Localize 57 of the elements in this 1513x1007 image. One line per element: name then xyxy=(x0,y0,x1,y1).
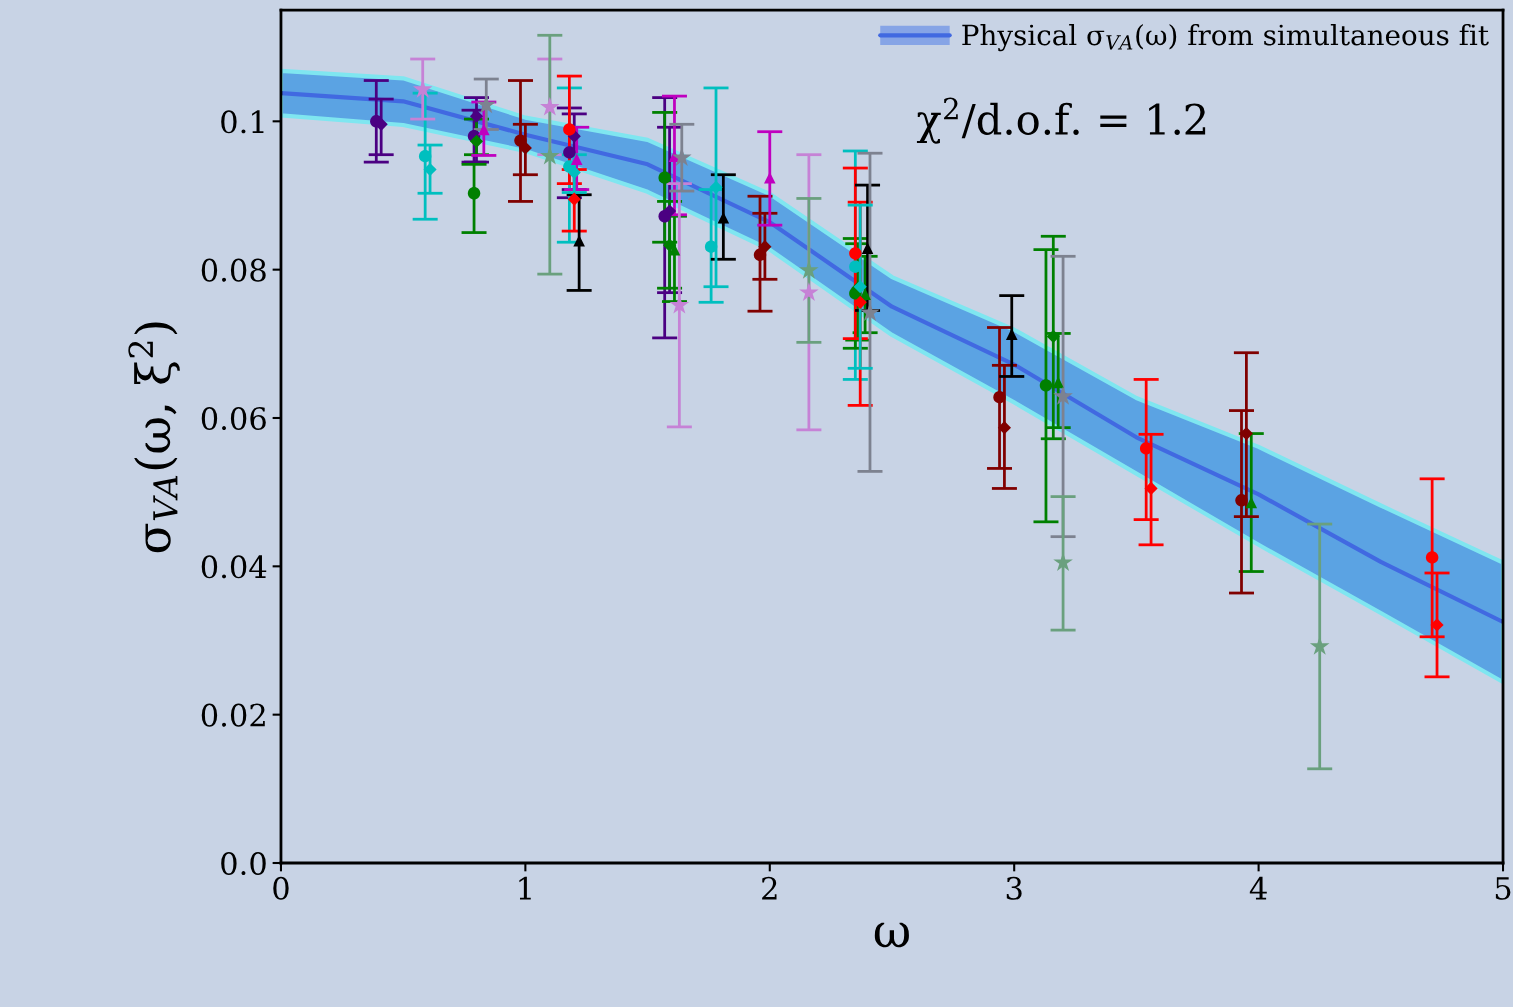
legend-label: Physical σ$_{VA}$(ω) from simultaneous fit xyxy=(962,23,1489,52)
point xyxy=(540,96,560,116)
point xyxy=(476,94,497,114)
point xyxy=(1046,329,1060,343)
point xyxy=(662,204,677,218)
y-tick-label: 0.02 xyxy=(201,703,265,727)
y-tick-label: 0.06 xyxy=(201,406,266,431)
point xyxy=(662,238,677,252)
x-tick-label: 3 xyxy=(1006,876,1022,900)
point xyxy=(1425,551,1439,564)
point xyxy=(753,248,767,262)
point xyxy=(1235,494,1248,507)
point xyxy=(1053,386,1073,405)
point xyxy=(423,162,437,177)
point xyxy=(709,180,723,194)
y-axis-title: σ$_{VA}$(ω, ξ$^{2}$) xyxy=(128,322,180,553)
point xyxy=(849,260,862,273)
point xyxy=(518,141,532,155)
point xyxy=(799,260,819,279)
y-tick-label: 0.04 xyxy=(201,555,267,579)
point xyxy=(567,165,581,180)
point xyxy=(467,187,481,200)
annotation: χ$^{2}$/d.o.f. = 1.2 xyxy=(916,97,1206,144)
point xyxy=(993,391,1006,404)
point xyxy=(1239,426,1253,441)
point xyxy=(853,295,867,309)
point xyxy=(1053,552,1073,571)
x-tick-label: 4 xyxy=(1249,876,1267,900)
point xyxy=(1430,618,1444,632)
x-tick-label: 2 xyxy=(762,876,777,900)
point xyxy=(1139,442,1153,455)
point xyxy=(469,109,484,123)
point xyxy=(658,171,671,184)
point xyxy=(412,79,433,98)
point xyxy=(861,242,874,254)
x-tick-label: 0 xyxy=(273,876,289,900)
y-tick-label: 0.08 xyxy=(201,258,266,282)
x-tick-label: 5 xyxy=(1495,877,1511,900)
point xyxy=(570,153,583,165)
point xyxy=(418,149,432,163)
y-tick-label: 0.1 xyxy=(221,110,264,134)
point xyxy=(799,282,819,301)
x-tick-label: 1 xyxy=(519,876,531,900)
point xyxy=(1039,379,1053,392)
point xyxy=(567,192,581,206)
point xyxy=(997,421,1012,435)
point xyxy=(469,134,484,148)
point xyxy=(849,247,862,260)
x-axis-title: ω xyxy=(874,922,909,948)
point xyxy=(672,147,692,166)
point xyxy=(704,240,718,253)
point xyxy=(563,146,576,159)
y-tick-label: 0.0 xyxy=(221,851,266,876)
point xyxy=(1309,636,1330,655)
point xyxy=(563,123,576,136)
point xyxy=(1144,481,1158,496)
point xyxy=(758,240,772,254)
